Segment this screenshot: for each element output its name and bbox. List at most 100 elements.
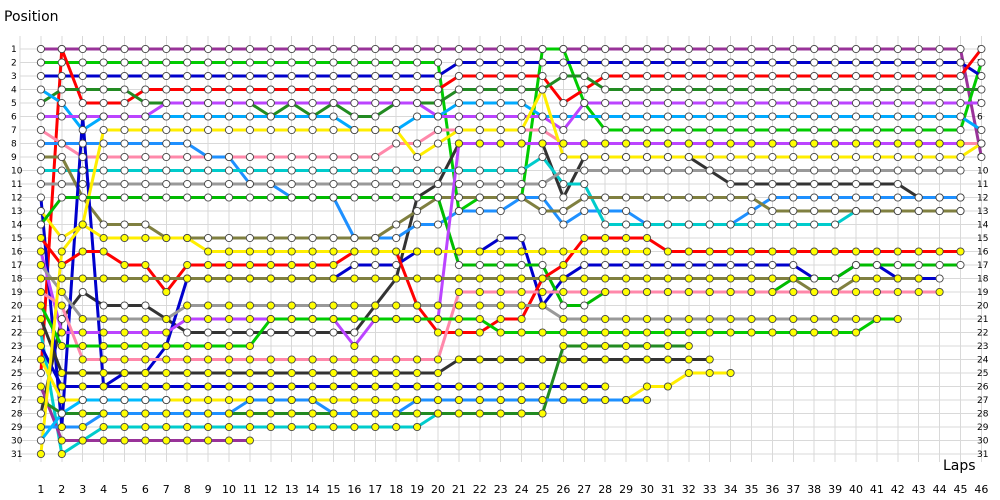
data-point (141, 179, 150, 189)
data-point (78, 44, 87, 54)
data-point (162, 436, 171, 445)
data-point (747, 274, 756, 283)
data-point (350, 125, 359, 135)
data-point (663, 287, 672, 297)
data-point (36, 71, 45, 81)
data-point (935, 139, 944, 148)
data-point (57, 98, 66, 108)
data-point (475, 125, 484, 135)
data-point (580, 382, 589, 391)
data-point (245, 112, 254, 121)
data-point (914, 58, 923, 67)
y-tick-label-left: 7 (11, 126, 17, 136)
data-point (413, 44, 422, 54)
data-point (622, 193, 631, 202)
data-point (475, 193, 484, 202)
data-point (57, 395, 66, 405)
data-point (851, 98, 861, 108)
data-point (454, 85, 463, 94)
data-point (266, 301, 275, 310)
data-point (642, 314, 652, 324)
data-point (204, 368, 213, 378)
data-point (204, 233, 213, 243)
data-point (789, 112, 798, 121)
data-point (120, 436, 129, 445)
data-point (371, 193, 380, 202)
data-point (162, 44, 171, 54)
data-point (245, 368, 254, 378)
data-point (454, 247, 463, 256)
data-point (204, 71, 213, 81)
data-point (36, 368, 45, 378)
data-point (663, 193, 672, 202)
data-point (914, 85, 923, 94)
series-line (39, 74, 983, 118)
data-point (413, 382, 422, 391)
data-point (350, 85, 359, 94)
data-point (57, 247, 66, 256)
data-point (120, 58, 129, 67)
data-point (726, 274, 735, 283)
data-point (496, 260, 505, 270)
data-point (601, 58, 610, 67)
data-point (726, 247, 735, 256)
x-tick-label: 26 (556, 483, 570, 496)
data-point (350, 422, 359, 432)
data-point (642, 44, 652, 54)
x-tick-label: 8 (184, 483, 191, 496)
data-point (831, 206, 840, 216)
data-point (224, 382, 234, 391)
data-point (517, 166, 526, 175)
series-line (39, 88, 983, 132)
y-axis-title: Position (4, 9, 59, 25)
data-point (350, 233, 359, 243)
data-point (789, 287, 798, 297)
data-point (99, 139, 108, 148)
data-point (726, 71, 735, 81)
data-point (413, 368, 422, 378)
data-point (245, 152, 254, 162)
data-point (726, 44, 735, 54)
data-point (747, 328, 756, 337)
data-point (622, 274, 631, 283)
data-point (580, 233, 589, 243)
data-point (141, 71, 150, 81)
data-point (99, 422, 108, 432)
data-point (183, 98, 192, 108)
data-point (287, 328, 296, 337)
data-point (78, 152, 87, 162)
data-point (57, 409, 66, 418)
data-point (726, 112, 735, 121)
data-point (914, 274, 923, 283)
data-point (601, 220, 610, 229)
data-point (872, 125, 881, 135)
data-point (747, 260, 756, 270)
series-line (39, 47, 983, 159)
data-point (392, 139, 401, 148)
data-point (224, 274, 234, 283)
data-point (705, 247, 714, 256)
data-point (747, 71, 756, 81)
data-point (120, 422, 129, 432)
data-point (538, 301, 547, 310)
data-point (99, 395, 108, 405)
data-point (308, 85, 317, 94)
y-tick-label-left: 27 (11, 396, 22, 406)
data-point (789, 98, 798, 108)
x-tick-label: 32 (682, 483, 696, 496)
y-tick-label-right: 13 (977, 207, 988, 217)
data-point (57, 422, 66, 432)
data-point (392, 98, 401, 108)
data-point (350, 179, 359, 189)
data-point (893, 112, 902, 121)
data-point (956, 206, 965, 216)
series-line (39, 344, 691, 415)
data-point (810, 85, 819, 94)
data-point (224, 112, 234, 121)
data-point (851, 274, 861, 283)
data-point (705, 166, 714, 175)
data-point (642, 233, 652, 243)
data-point (141, 436, 150, 445)
data-point (36, 247, 45, 256)
y-tick-label-left: 3 (11, 72, 17, 82)
